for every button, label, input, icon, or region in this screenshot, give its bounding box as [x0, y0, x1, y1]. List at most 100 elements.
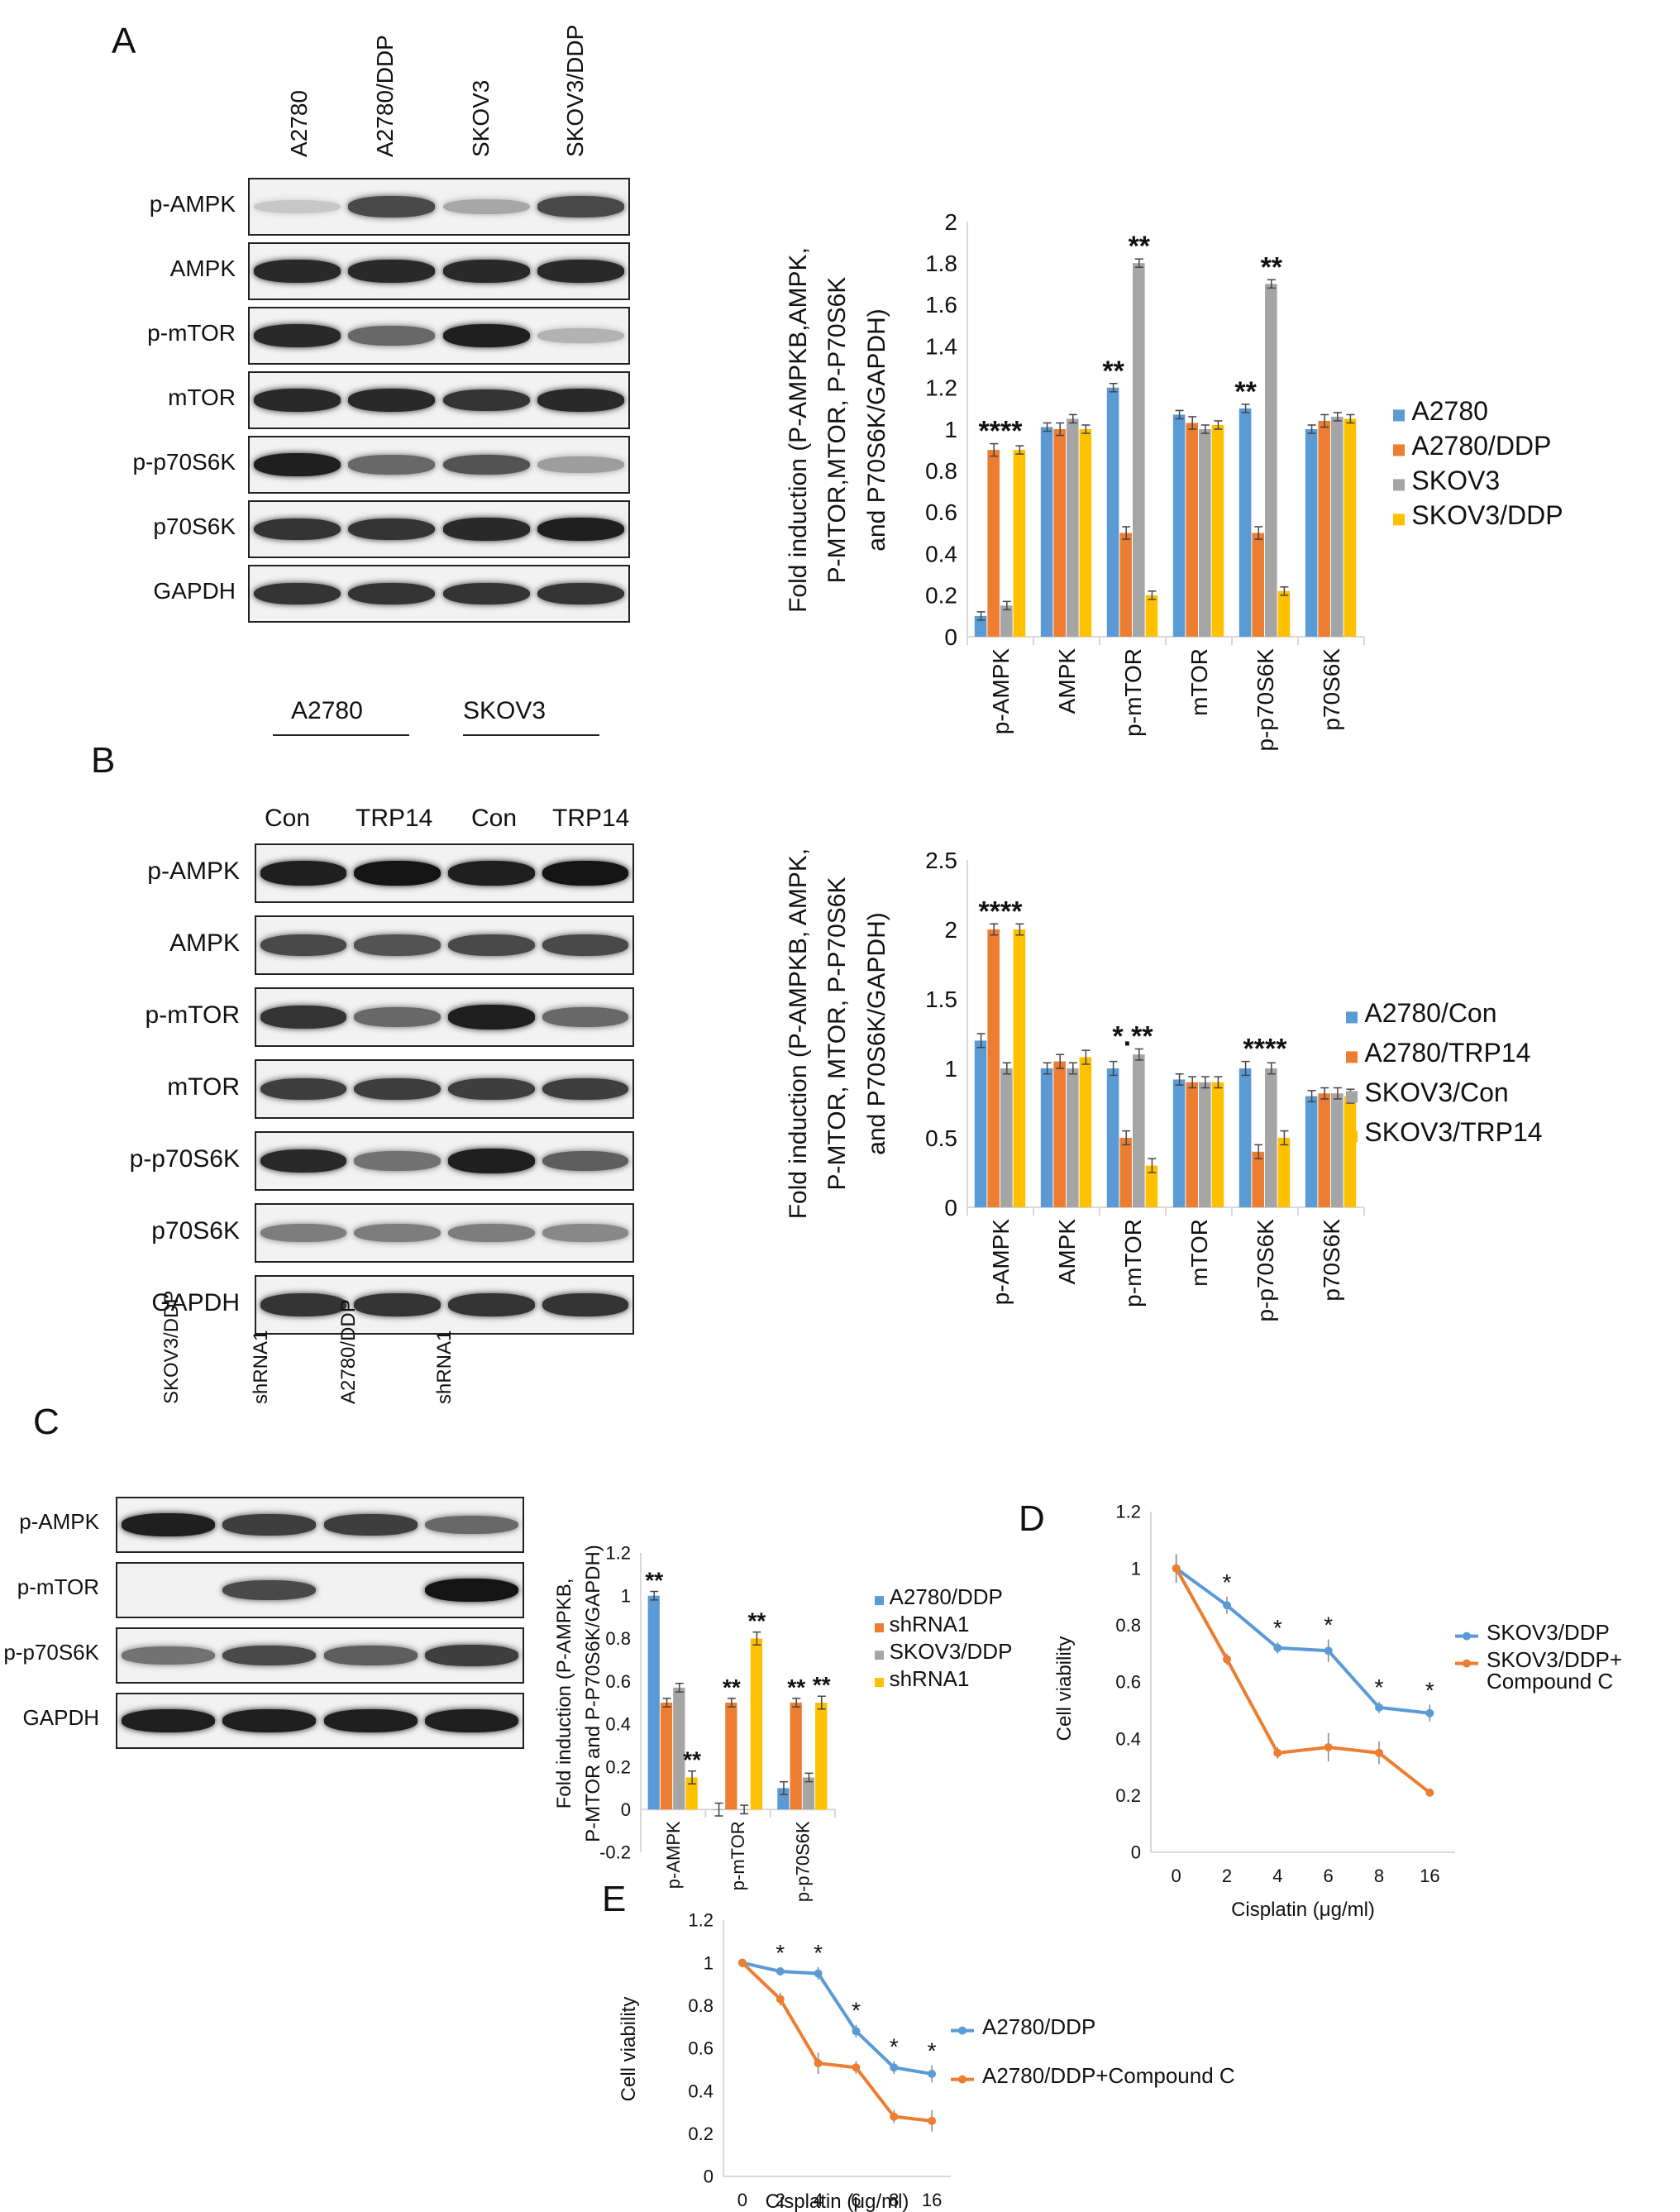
- y-tick-label: 2.5: [925, 848, 957, 873]
- y-axis-label: P-MTOR and P-P70S6K/GAPDH): [582, 1545, 604, 1842]
- bar: [1040, 427, 1053, 637]
- data-point: [852, 2063, 861, 2072]
- legend-swatch: [1346, 1130, 1358, 1143]
- bar: [1199, 429, 1211, 637]
- data-point: [737, 1958, 747, 1967]
- bar: [1305, 429, 1318, 637]
- legend-swatch: [1346, 1011, 1358, 1024]
- y-axis-label: Cell viability: [1053, 1636, 1076, 1741]
- legend-swatch: [1346, 1091, 1358, 1103]
- blot-row-label: AMPK: [169, 929, 240, 957]
- legend-swatch: [1393, 444, 1405, 456]
- blot-band: [260, 1006, 347, 1029]
- x-tick-label: 4: [1272, 1866, 1282, 1886]
- bar: [1106, 387, 1119, 637]
- significance-marker: *: [776, 1940, 785, 1966]
- y-tick-label: 0.4: [605, 1714, 631, 1735]
- y-tick-label: -0.2: [599, 1842, 631, 1863]
- bar: [1277, 590, 1291, 637]
- blot-band: [253, 324, 341, 347]
- x-tick-label: p-mTOR: [1120, 648, 1146, 737]
- blot-band: [542, 1007, 629, 1027]
- blot-band: [537, 582, 625, 605]
- significance-marker: *.**: [1112, 1020, 1153, 1052]
- blot-band: [260, 934, 347, 957]
- x-tick-label: 8: [889, 2190, 899, 2210]
- y-tick-label: 0: [944, 624, 957, 650]
- bar: [1053, 429, 1066, 637]
- y-tick-label: 0.6: [605, 1671, 631, 1692]
- y-tick-label: 1.2: [605, 1543, 631, 1564]
- bar: [1344, 418, 1357, 637]
- significance-marker: ****: [979, 416, 1024, 447]
- y-tick-label: 0.2: [925, 583, 957, 609]
- significance-marker: **: [645, 1568, 663, 1593]
- blot-band: [442, 454, 530, 475]
- series-line: [741, 1961, 933, 2123]
- blot-band: [348, 582, 436, 605]
- significance-marker: *: [1324, 1612, 1333, 1638]
- blot-strip: [116, 1497, 524, 1553]
- bar: [1239, 1068, 1252, 1207]
- blot-band: [542, 1224, 629, 1242]
- data-point: [1223, 1655, 1231, 1664]
- blot-column-label: Con: [265, 805, 311, 832]
- data-point: [776, 1967, 785, 1976]
- bar: [1013, 450, 1026, 637]
- bar: [750, 1638, 763, 1810]
- blot-band: [222, 1709, 317, 1732]
- y-axis-label: Cell viability: [618, 1997, 640, 2102]
- blot-row-label: AMPK: [169, 256, 236, 281]
- legend-label: SKOV3/DDP: [1411, 500, 1563, 530]
- blot-band: [425, 1578, 519, 1603]
- blot-band: [348, 518, 436, 541]
- x-tick-label: p-p70S6K: [1253, 1219, 1278, 1322]
- significance-marker: *: [890, 2034, 899, 2060]
- bar: [685, 1777, 698, 1810]
- blot-band: [448, 861, 535, 886]
- blot-row-label: p-AMPK: [149, 191, 236, 217]
- blot-band: [542, 1150, 629, 1172]
- bar: [987, 450, 1000, 637]
- blot-strip: [255, 1131, 634, 1191]
- legend-label: SKOV3: [1411, 466, 1500, 495]
- bar: [987, 929, 1000, 1207]
- y-tick-label: 0: [1131, 1842, 1141, 1863]
- blot-band: [542, 861, 629, 886]
- y-tick-label: 0.8: [925, 458, 957, 484]
- blot-band: [354, 934, 441, 956]
- blot-row-label: mTOR: [167, 1073, 240, 1101]
- blot-band: [253, 260, 341, 283]
- x-tick-label: 16: [922, 2190, 942, 2210]
- blot-band: [448, 1223, 535, 1243]
- blot-band: [425, 1645, 519, 1666]
- x-tick-label: p-mTOR: [1120, 1219, 1146, 1307]
- bar: [1145, 595, 1158, 637]
- blot-band: [354, 1007, 441, 1027]
- blot-band: [442, 582, 530, 605]
- x-tick-label: p-p70S6K: [793, 1821, 814, 1902]
- y-tick-label: 1.5: [925, 987, 957, 1012]
- x-tick-label: AMPK: [1054, 648, 1080, 714]
- x-tick-label: p70S6K: [1319, 1219, 1344, 1302]
- bar: [1239, 408, 1252, 637]
- bar: [974, 1040, 987, 1207]
- blot-band: [253, 452, 341, 477]
- blot-column-label: Con: [471, 805, 518, 832]
- blot-band: [542, 1293, 629, 1316]
- significance-marker: **: [1234, 376, 1257, 408]
- significance-marker: **: [723, 1675, 741, 1700]
- bar: [1133, 263, 1145, 637]
- significance-marker: ****: [979, 896, 1024, 927]
- data-point: [1273, 1748, 1282, 1757]
- legend-swatch: [1346, 1051, 1358, 1063]
- blot-band: [348, 196, 436, 217]
- blot-band: [222, 1514, 317, 1536]
- bar: [1172, 414, 1186, 637]
- blot-row-label: p-mTOR: [17, 1574, 99, 1599]
- bar: [647, 1595, 660, 1810]
- blot-band: [354, 861, 441, 886]
- data-point: [1375, 1748, 1383, 1757]
- y-tick-label: 0: [944, 1195, 957, 1221]
